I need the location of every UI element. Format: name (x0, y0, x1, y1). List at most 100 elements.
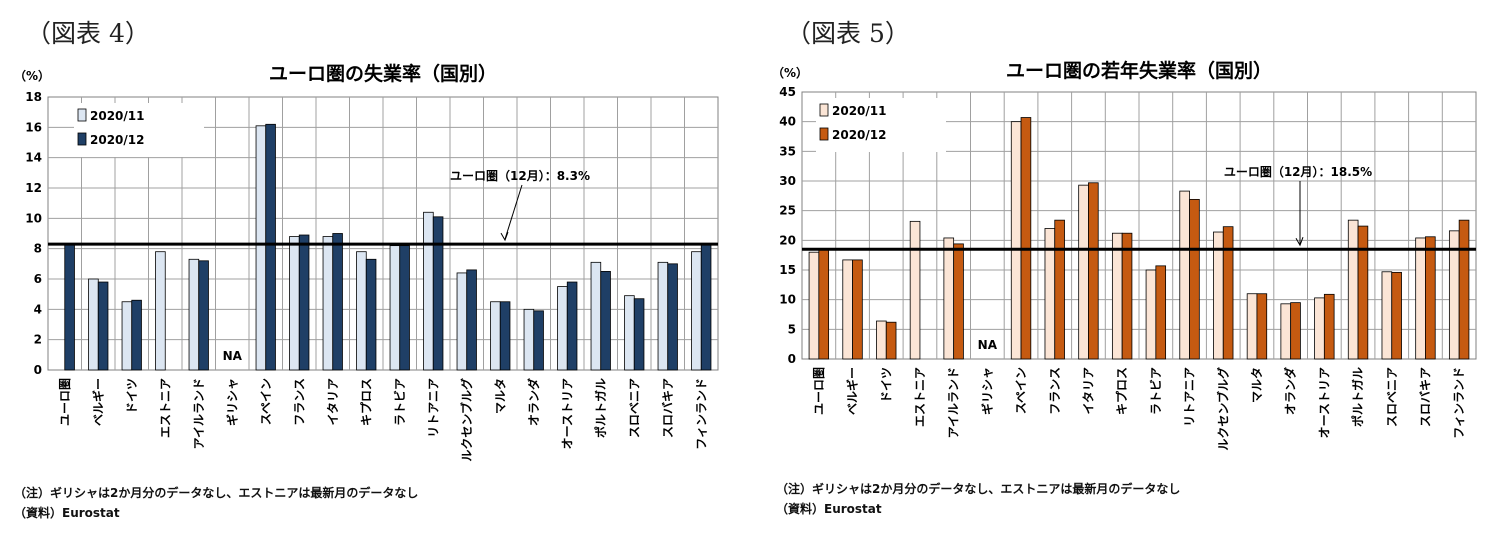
x-tick-label: マルタ (493, 378, 507, 414)
bar-nov (557, 286, 568, 371)
bar-nov (1381, 271, 1393, 360)
bar-nov (1314, 297, 1325, 360)
y-tick-label: 16 (25, 120, 42, 134)
bar-dec (1189, 198, 1200, 360)
bar-nov (289, 236, 300, 371)
bar-dec (399, 245, 410, 371)
bar-nov (423, 211, 434, 371)
figure-5-note: （注）ギリシャは2か月分のデータなし、エストニアは最新月のデータなし (776, 482, 1181, 496)
x-tick-label: ドイツ (879, 367, 893, 403)
bar-nov (456, 272, 468, 371)
x-tick-label: スロバキア (661, 378, 675, 438)
x-tick-label: スペイン (1014, 367, 1028, 414)
bar-nov (322, 236, 334, 371)
reference-annotation: ユーロ圏（12月）：8.3% (450, 168, 590, 183)
bar-nov (624, 295, 635, 371)
youth-unemployment-rate-chart: ユーロ圏の若年失業率（国別） （%） 0 5 10 15 20 25 30 35 40 45 NA ユーロ… (772, 59, 1477, 451)
annotation-leader-line (504, 184, 523, 240)
bar-nov (255, 125, 267, 371)
legend-swatch (819, 103, 829, 117)
figure-5-notes: （注）ギリシャは2か月分のデータなし、エストニアは最新月のデータなし （資料）E… (776, 479, 1180, 519)
legend-box (816, 98, 946, 152)
y-tick-label: 10 (25, 211, 42, 225)
x-tick-label: イタリア (1081, 367, 1095, 415)
bar-nov (1213, 231, 1224, 360)
x-tick-label: キプロス (1114, 367, 1129, 415)
x-tick-label: エストニア (913, 367, 927, 427)
x-tick-label: アイルランド (192, 378, 206, 449)
x-tick-label: フランス (292, 378, 306, 426)
bar-nov (1347, 219, 1359, 360)
x-tick-label: スペイン (259, 378, 273, 425)
bar-dec (1121, 232, 1133, 360)
bar-dec (131, 299, 142, 371)
y-tick-label: 12 (25, 181, 42, 195)
bar-dec (298, 234, 310, 371)
bar-nov (356, 251, 367, 371)
y-tick-label: 14 (25, 151, 42, 165)
x-tick-label: ラトビア (1148, 367, 1163, 415)
bar-dec (633, 298, 645, 371)
x-tick-label: イタリア (326, 378, 340, 426)
bar-nov (1078, 184, 1089, 360)
bar-nov (1246, 293, 1258, 360)
bar-dec (852, 259, 863, 360)
annotation-arrowhead (500, 231, 509, 242)
bar-nov (876, 320, 887, 360)
bar-dec (499, 301, 511, 371)
bar-nov (1415, 237, 1426, 360)
figure-4-notes: （注）ギリシャは2か月分のデータなし、エストニアは最新月のデータなし （資料）E… (14, 483, 418, 523)
figure-4-note: （注）ギリシャは2か月分のデータなし、エストニアは最新月のデータなし (14, 486, 419, 500)
bar-dec (700, 243, 712, 371)
x-tick-label: ポルトガル (593, 378, 608, 438)
bar-dec (1323, 293, 1335, 360)
y-tick-label: 0 (788, 352, 796, 366)
y-tick-label: 25 (779, 204, 796, 218)
bar-nov (909, 220, 921, 360)
x-tick-label: エストニア (158, 378, 172, 438)
x-tick-label: ベルギー (90, 378, 105, 426)
bar-dec (953, 243, 964, 360)
bar-nov (121, 301, 133, 371)
bar-nov (590, 261, 602, 371)
x-tick-label: ユーロ圏 (58, 378, 72, 426)
x-tick-label: オランダ (1283, 367, 1298, 415)
legend-label: 2020/12 (832, 128, 886, 142)
x-tick-label: オーストリア (560, 378, 574, 449)
bar-dec (1425, 236, 1436, 360)
y-tick-label: 6 (34, 272, 42, 286)
y-axis-unit-label: （%） (14, 68, 50, 83)
bar-dec (667, 263, 678, 371)
annotation-arrowhead (1295, 237, 1304, 247)
legend-label: 2020/11 (90, 109, 144, 123)
bar-nov (490, 301, 501, 371)
bar-nov (842, 259, 853, 360)
bar-dec (332, 233, 343, 371)
x-tick-label: リトアニア (1183, 367, 1197, 427)
x-tick-label: フィンランド (1452, 367, 1466, 439)
bar-dec (566, 281, 578, 371)
x-tick-label: フィンランド (694, 378, 708, 450)
x-tick-label: オランダ (526, 378, 541, 426)
bar-nov (1010, 121, 1022, 360)
bar-dec (97, 281, 109, 371)
legend-label: 2020/12 (90, 133, 144, 147)
legend-box (74, 103, 204, 157)
bar-dec (198, 260, 209, 371)
bar-dec (885, 321, 897, 360)
figure-4-label: （図表 4） (26, 19, 150, 48)
x-tick-label: ユーロ圏 (812, 367, 826, 415)
bar-nov (389, 245, 401, 371)
bar-nov (88, 278, 99, 371)
bar-nov (657, 261, 669, 371)
bar-dec (1054, 219, 1065, 360)
x-tick-label: フランス (1048, 367, 1062, 415)
x-tick-label: オーストリア (1317, 367, 1331, 438)
reference-annotation: ユーロ圏（12月）：18.5% (1224, 164, 1372, 179)
x-tick-label: ラトビア (392, 378, 407, 426)
bar-nov (808, 251, 820, 360)
bar-dec (466, 269, 477, 371)
x-tick-label: ルクセンブルグ (1215, 367, 1230, 451)
bar-dec (1391, 271, 1402, 360)
bar-dec (1357, 225, 1369, 360)
